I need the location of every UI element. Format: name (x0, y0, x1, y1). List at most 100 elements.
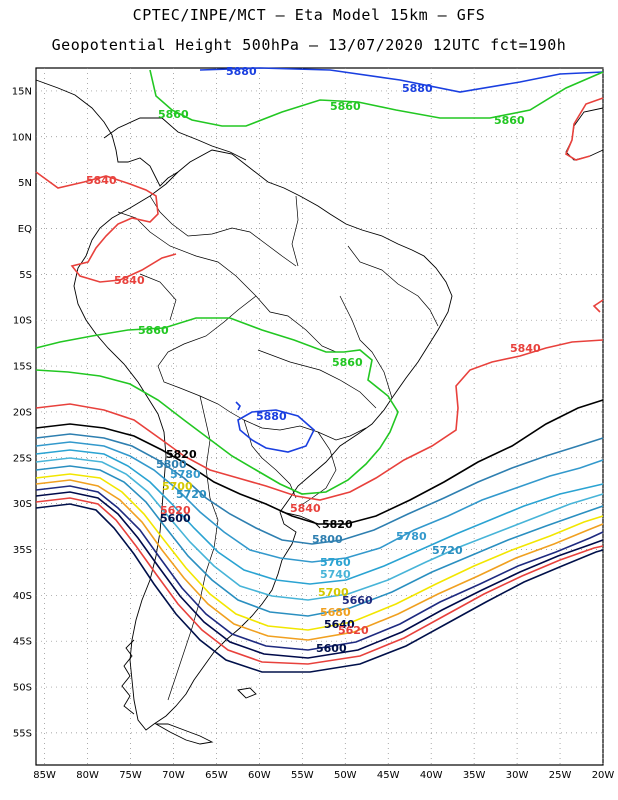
plata-estuary (281, 511, 321, 529)
contour-5820 (35, 399, 604, 525)
contour-5720 (35, 465, 604, 617)
contour-label: 5840 (510, 342, 541, 355)
caribbean-coast (103, 117, 247, 161)
contour-label: 5860 (138, 324, 169, 337)
contour-5740 (35, 457, 604, 601)
border-k (257, 349, 377, 409)
contour-label: 5840 (114, 274, 145, 287)
contour-5840-africa (592, 299, 604, 313)
chart-title: CPTEC/INPE/MCT – Eta Model 15km – GFS (132, 6, 486, 24)
border-j (339, 295, 393, 399)
border-l (139, 273, 177, 321)
border-h (299, 431, 337, 507)
contour-label: 5740 (320, 568, 351, 581)
longitude-tick-label: 55W (291, 770, 314, 781)
contour-5860-south (35, 317, 399, 495)
contour-label: 5640 (324, 618, 355, 631)
contour-label: 5860 (332, 356, 363, 369)
chile-fjords (121, 639, 135, 715)
contour-5760 (35, 449, 604, 585)
longitude-tick-label: 45W (377, 770, 400, 781)
contour-5880-closed (237, 409, 315, 453)
latitude-tick-label: 10S (13, 316, 32, 327)
longitude-tick-label: 25W (549, 770, 572, 781)
border-d (157, 295, 257, 421)
contour-label: 5680 (320, 606, 351, 619)
longitude-tick-label: 80W (76, 770, 99, 781)
contour-label: 5860 (494, 114, 525, 127)
latitude-tick-label: 45S (13, 637, 32, 648)
border-e (243, 419, 367, 441)
contour-labels: 5880 5880 5880 5860 5860 5860 5860 5860 … (86, 65, 541, 655)
longitude-labels: 85W 80W 75W 70W 65W 60W 55W 50W 45W 40W 35W 30W 25W 2… (33, 770, 614, 781)
contour-5840-main (35, 339, 604, 501)
contour-label: 5660 (342, 594, 373, 607)
falklands (237, 687, 257, 699)
contour-label: 5800 (312, 533, 343, 546)
longitude-tick-label: 40W (420, 770, 443, 781)
latitude-tick-label: 15N (12, 86, 32, 97)
border-c (291, 195, 299, 267)
tierra-del-fuego (154, 723, 214, 745)
contour-5880-north (199, 67, 604, 93)
contour-label: 5620 (338, 624, 369, 637)
central-america-coast (35, 79, 179, 187)
contour-5840-top-right (564, 97, 604, 161)
contour-5620 (35, 497, 604, 665)
latitude-tick-label: 50S (13, 683, 32, 694)
border-f (167, 395, 219, 701)
contour-label: 5760 (320, 556, 351, 569)
border-i (347, 245, 439, 327)
longitude-tick-label: 35W (463, 770, 486, 781)
contour-5800 (35, 433, 604, 545)
contour-5680 (35, 479, 604, 641)
latitude-tick-label: 35S (13, 545, 32, 556)
contour-label: 5620 (160, 504, 191, 517)
contour-5600 (35, 503, 604, 673)
latitude-tick-label: 5S (19, 270, 32, 281)
contour-label: 5880 (256, 410, 287, 423)
border-a (117, 211, 337, 353)
contour-label: 5880 (226, 65, 257, 78)
contour-label: 5820 (166, 448, 197, 461)
contour-label: 5840 (290, 502, 321, 515)
longitude-tick-label: 70W (162, 770, 185, 781)
contour-label: 5720 (432, 544, 463, 557)
latitude-tick-label: 30S (13, 499, 32, 510)
contour-lines (35, 67, 604, 673)
latitude-tick-label: 10N (12, 132, 32, 143)
contour-label: 5880 (402, 82, 433, 95)
contour-5840-north (35, 171, 177, 283)
longitude-tick-label: 60W (248, 770, 271, 781)
contour-label: 5780 (170, 468, 201, 481)
contour-label: 5600 (316, 642, 347, 655)
contour-label: 5720 (176, 488, 207, 501)
contour-5700 (35, 473, 604, 631)
south-america-coast (73, 149, 453, 731)
latitude-labels: 15N 10N 5N EQ 5S 10S 15S 20S 25S 30S 35S 40S 45S 50S 5… (12, 86, 32, 739)
contour-label: 5860 (158, 108, 189, 121)
latitude-tick-label: 25S (13, 453, 32, 464)
contour-5860-north (149, 69, 604, 127)
latitude-tick-label: 40S (13, 591, 32, 602)
contour-label: 5700 (318, 586, 349, 599)
latitude-tick-label: 20S (13, 407, 32, 418)
longitude-tick-label: 50W (334, 770, 357, 781)
coastlines (35, 79, 604, 745)
contour-5640 (35, 491, 604, 659)
latitude-tick-label: EQ (18, 224, 32, 235)
contour-label: 5820 (322, 518, 353, 531)
latitude-tick-label: 15S (13, 362, 32, 373)
contour-label: 5840 (86, 174, 117, 187)
longitude-tick-label: 85W (33, 770, 56, 781)
border-g (243, 419, 297, 499)
contour-label: 5800 (156, 458, 187, 471)
longitude-tick-label: 20W (592, 770, 615, 781)
latitude-tick-label: 5N (18, 178, 32, 189)
contour-5880-small (235, 401, 241, 411)
contour-5660 (35, 485, 604, 651)
contour-label: 5860 (330, 100, 361, 113)
contour-5780 (35, 441, 604, 563)
country-borders (117, 195, 439, 701)
